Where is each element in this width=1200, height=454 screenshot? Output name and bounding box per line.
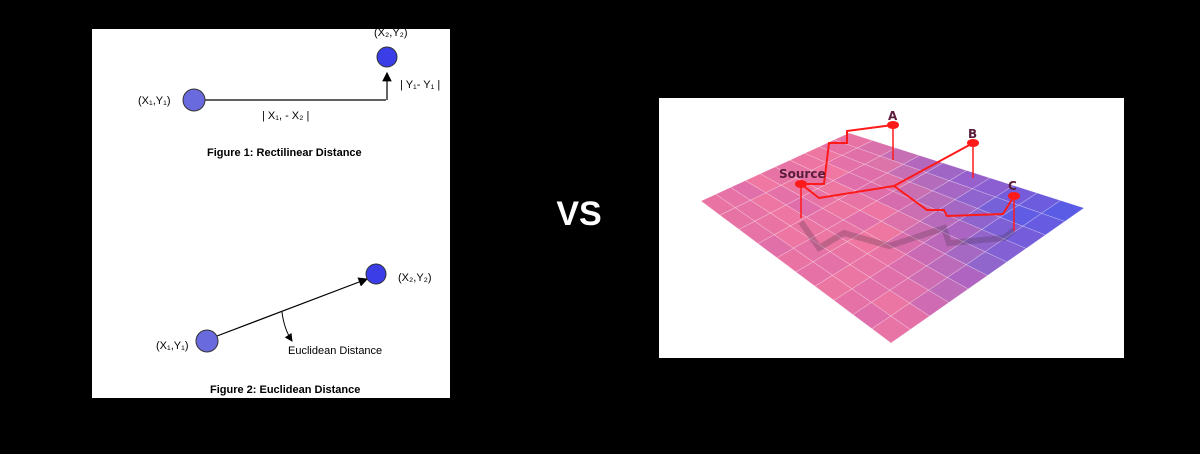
fig1-point2-label: (X₂,Y₂) — [374, 29, 408, 39]
fig1-horizontal-label: | X₁, - X₂ | — [262, 110, 309, 122]
c-marker — [1008, 192, 1020, 200]
b-marker — [967, 139, 979, 147]
fig2-point1-label: (X₁,Y₁) — [156, 340, 188, 352]
point-x1y1 — [195, 329, 219, 353]
figure-rectilinear: (X₁,Y₁) (X₂,Y₂) | X₁, - X₂ | | Y₁- Y₁ | … — [138, 29, 440, 159]
point-x2y2 — [376, 46, 398, 68]
fig1-point1-label: (X₁,Y₁) — [138, 95, 170, 107]
fig2-line-label: Euclidean Distance — [288, 345, 382, 357]
b-label: B — [968, 127, 977, 141]
distance-figures-panel: (X₁,Y₁) (X₂,Y₂) | X₁, - X₂ | | Y₁- Y₁ | … — [92, 29, 450, 398]
fig2-point2-label: (X₂,Y₂) — [398, 272, 432, 284]
a-label: A — [888, 109, 898, 123]
source-label: Source — [779, 167, 826, 181]
grid-path-panel: Source A B C — [659, 98, 1124, 358]
a-marker — [887, 121, 899, 129]
distance-figures-svg: (X₁,Y₁) (X₂,Y₂) | X₁, - X₂ | | Y₁- Y₁ | … — [138, 29, 440, 396]
c-label: C — [1008, 179, 1017, 193]
euclidean-line — [216, 277, 369, 337]
grid-path-svg: Source A B C — [700, 109, 1085, 344]
grid-surface — [700, 132, 1085, 344]
callout-arrow — [281, 311, 293, 342]
path-to-c — [800, 183, 1015, 218]
figure2-caption: Figure 2: Euclidean Distance — [210, 384, 360, 396]
source-marker — [795, 180, 807, 188]
figure-euclidean: (X₁,Y₁) (X₂,Y₂) Euclidean Distance Figur… — [156, 263, 432, 396]
path-to-b — [893, 142, 974, 187]
grid-tile — [871, 315, 911, 344]
point-x2y2 — [365, 263, 387, 285]
path-shadow — [798, 220, 1016, 253]
point-x1y1 — [182, 88, 206, 112]
figure1-caption: Figure 1: Rectilinear Distance — [207, 147, 362, 159]
fig1-vertical-label: | Y₁- Y₁ | — [400, 79, 440, 91]
path-to-a — [801, 124, 894, 185]
vs-text: VS — [556, 195, 602, 233]
